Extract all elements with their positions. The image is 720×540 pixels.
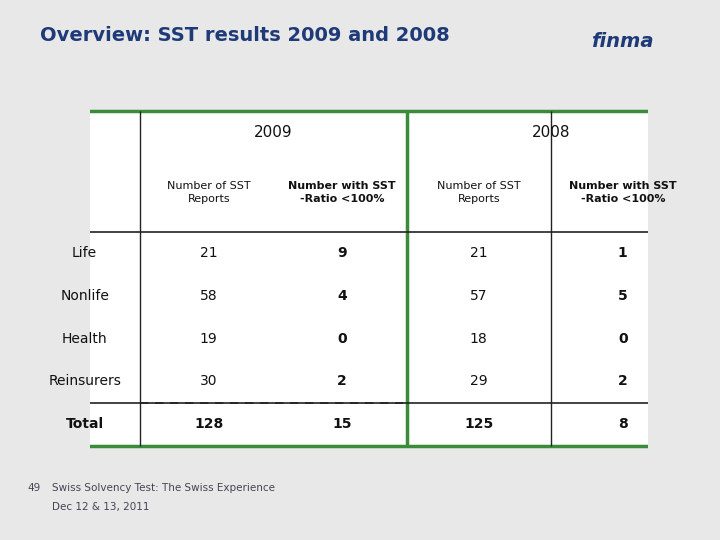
Text: Number of SST
Reports: Number of SST Reports — [437, 181, 521, 204]
FancyBboxPatch shape — [568, 31, 575, 53]
Text: 2009: 2009 — [254, 125, 293, 139]
Text: 5: 5 — [618, 289, 628, 303]
Text: 2008: 2008 — [531, 125, 570, 139]
Text: 0: 0 — [337, 332, 347, 346]
Text: Overview: SST results 2009 and 2008: Overview: SST results 2009 and 2008 — [40, 25, 449, 45]
Text: Number with SST
-Ratio <100%: Number with SST -Ratio <100% — [288, 181, 396, 204]
Text: Number with SST
-Ratio <100%: Number with SST -Ratio <100% — [569, 181, 677, 204]
Text: 128: 128 — [194, 417, 223, 431]
Text: 125: 125 — [464, 417, 493, 431]
Text: finma: finma — [591, 32, 654, 51]
Text: 15: 15 — [332, 417, 352, 431]
Text: 57: 57 — [470, 289, 487, 303]
Text: 1: 1 — [618, 246, 628, 260]
Text: 21: 21 — [200, 246, 217, 260]
FancyBboxPatch shape — [558, 27, 585, 57]
Text: 29: 29 — [470, 374, 487, 388]
FancyBboxPatch shape — [42, 474, 46, 514]
Text: 58: 58 — [200, 289, 217, 303]
Text: 49: 49 — [27, 483, 40, 494]
FancyBboxPatch shape — [562, 38, 582, 45]
Text: 2: 2 — [337, 374, 347, 388]
Text: Nonlife: Nonlife — [60, 289, 109, 303]
Text: 19: 19 — [200, 332, 217, 346]
FancyBboxPatch shape — [29, 111, 695, 446]
Text: Number of SST
Reports: Number of SST Reports — [167, 181, 251, 204]
Text: Life: Life — [72, 246, 97, 260]
Text: Total: Total — [66, 417, 104, 431]
Text: 2: 2 — [618, 374, 628, 388]
Text: 9: 9 — [337, 246, 347, 260]
Text: Dec 12 & 13, 2011: Dec 12 & 13, 2011 — [52, 502, 149, 512]
Text: 18: 18 — [470, 332, 487, 346]
Text: 30: 30 — [200, 374, 217, 388]
Text: Swiss Solvency Test: The Swiss Experience: Swiss Solvency Test: The Swiss Experienc… — [52, 483, 275, 494]
Text: 0: 0 — [618, 332, 628, 346]
Text: 4: 4 — [337, 289, 347, 303]
Text: 21: 21 — [470, 246, 487, 260]
Text: 8: 8 — [618, 417, 628, 431]
Text: Health: Health — [62, 332, 107, 346]
Text: Reinsurers: Reinsurers — [48, 374, 121, 388]
